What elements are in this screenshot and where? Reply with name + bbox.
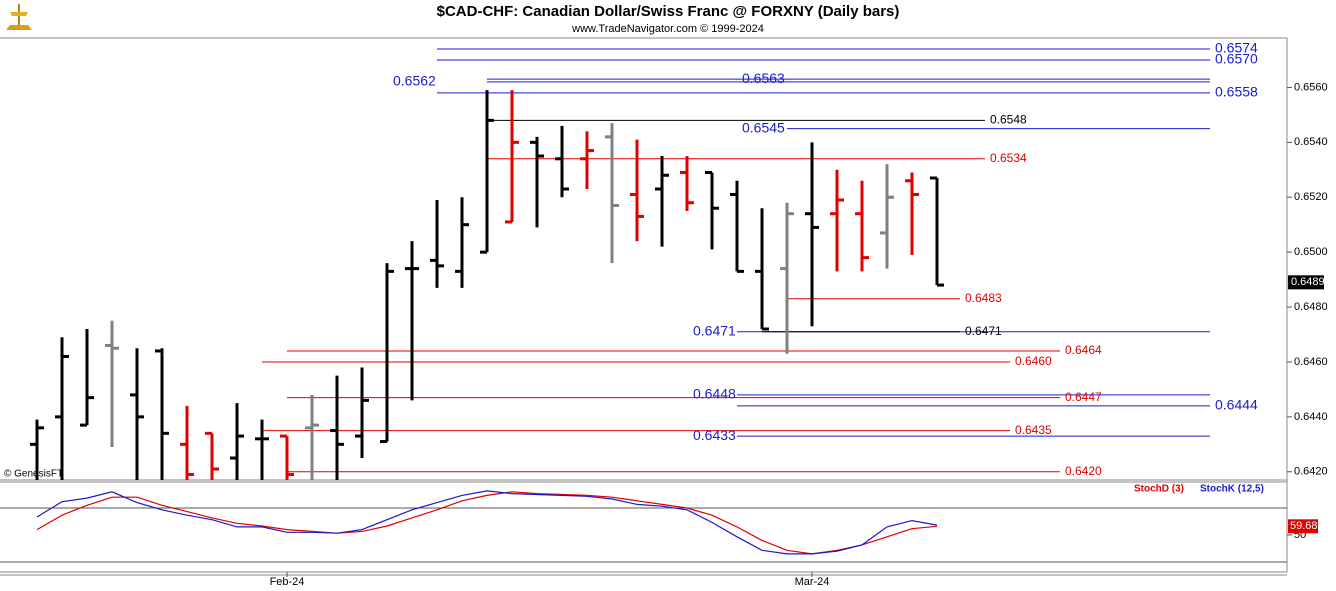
chart-subtitle: www.TradeNavigator.com © 1999-2024	[571, 23, 764, 35]
level-label: 0.6471	[693, 322, 736, 338]
y-tick-label: 0.6480	[1294, 301, 1328, 313]
y-tick-label: 0.6540	[1294, 136, 1328, 148]
level-label: 0.6420	[1065, 464, 1102, 478]
level-label: 0.6444	[1215, 397, 1258, 413]
legend-label: StochK (12,5)	[1200, 484, 1264, 495]
y-tick-label: 0.6500	[1294, 246, 1328, 258]
level-label: 0.6435	[1015, 423, 1052, 437]
y-tick-label: 0.6520	[1294, 191, 1328, 203]
last-price-label: 0.6489	[1291, 276, 1325, 288]
level-label: 0.6483	[965, 291, 1002, 305]
y-tick-label: 0.6420	[1294, 466, 1328, 478]
legend-label: StochD (3)	[1134, 484, 1184, 495]
level-label: 0.6548	[990, 113, 1027, 127]
chart-title: $CAD-CHF: Canadian Dollar/Swiss Franc @ …	[437, 3, 900, 20]
level-label: 0.6563	[742, 70, 785, 86]
level-label: 0.6562	[393, 73, 436, 89]
logo	[6, 4, 32, 30]
level-label: 0.6570	[1215, 51, 1258, 67]
x-tick-label: Mar-24	[795, 576, 830, 588]
x-tick-label: Feb-24	[270, 576, 305, 588]
last-value-box	[1288, 519, 1318, 534]
level-label: 0.6558	[1215, 84, 1258, 100]
stoch-line	[36, 490, 938, 555]
last-price-box	[1288, 275, 1324, 290]
watermark: © GenesisFT	[4, 469, 63, 480]
y-tick-label: 0.6440	[1294, 411, 1328, 423]
level-label: 0.6460	[1015, 354, 1052, 368]
stoch-line	[36, 491, 938, 555]
level-label: 0.6464	[1065, 343, 1102, 357]
y-tick-label: 0.6460	[1294, 356, 1328, 368]
level-label: 0.6534	[990, 151, 1027, 165]
y-tick-label: 0.6560	[1294, 81, 1328, 93]
level-label: 0.6447	[1065, 390, 1102, 404]
level-label: 0.6433	[693, 427, 736, 443]
level-label: 0.6574	[1215, 40, 1258, 56]
level-label: 0.6448	[693, 386, 736, 402]
level-label: 0.6545	[742, 119, 785, 135]
level-label: 0.6471	[965, 324, 1002, 338]
last-value-label: 59.68	[1290, 520, 1318, 532]
